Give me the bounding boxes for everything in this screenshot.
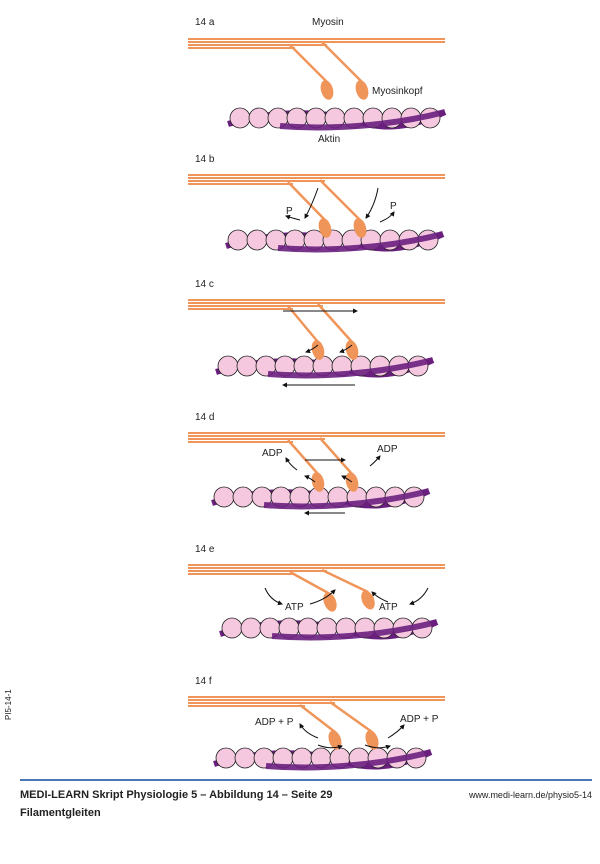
actin-strand: [263, 488, 430, 510]
panel-label: 14 a: [195, 17, 215, 28]
actin-bead: [248, 107, 270, 129]
motion-arrow: [304, 475, 316, 483]
myosin-arm: [299, 704, 336, 733]
panel-label: 14 e: [195, 544, 215, 555]
panel-label: 14 d: [195, 412, 214, 423]
phosphate-label: P: [390, 201, 397, 212]
actin-bead: [227, 229, 249, 251]
actin-bead: [236, 355, 258, 377]
actin-bead: [221, 617, 243, 639]
myosin-arm: [321, 568, 369, 594]
actin-bead: [213, 486, 235, 508]
motion-arrow: [364, 744, 391, 750]
actin-bead: [232, 486, 254, 508]
actin-strand: [265, 749, 432, 771]
motion-arrow: [365, 187, 379, 219]
motion-arrow: [299, 723, 319, 739]
motion-arrow: [371, 591, 389, 603]
motion-arrow: [304, 187, 319, 219]
motion-arrow: [409, 587, 429, 606]
myosin-head: [328, 730, 342, 750]
myosin-arm: [317, 303, 353, 343]
adp-p-label: ADP + P: [255, 717, 294, 728]
actin-bead: [246, 229, 268, 251]
panel-label: 14 c: [195, 279, 214, 290]
myosin-head: [355, 80, 369, 100]
footer-rule: [20, 779, 592, 781]
motion-arrow: [369, 455, 381, 467]
motion-arrow: [285, 457, 298, 471]
footer-title: MEDI-LEARN Skript Physiologie 5 – Abbild…: [20, 789, 333, 801]
atp-label: ATP: [285, 602, 304, 613]
panel-label: 14 b: [195, 154, 215, 165]
adp-p-label: ADP + P: [400, 714, 439, 725]
footer-url[interactable]: www.medi-learn.de/physio5-14: [468, 790, 592, 800]
myosin-arm: [289, 44, 328, 83]
actin-bead: [229, 107, 251, 129]
atp-label: ATP: [379, 602, 398, 613]
myosin-arm: [287, 439, 319, 475]
myosin-head: [320, 80, 334, 100]
motion-arrow: [387, 724, 405, 739]
actin-strand: [271, 619, 438, 641]
actin-bead: [234, 747, 256, 769]
motion-arrow: [264, 587, 283, 606]
myosin-head: [353, 218, 367, 238]
myosin-arm: [319, 437, 353, 475]
motion-arrow: [305, 344, 319, 354]
adp-label: ADP: [262, 448, 283, 459]
myosin-head: [361, 590, 375, 610]
myosin-label: Myosin: [312, 17, 344, 28]
actin-label: Aktin: [318, 134, 340, 145]
myosin-arm: [287, 305, 319, 343]
motion-arrow: [341, 475, 353, 483]
motion-arrow: [285, 214, 301, 221]
actin-bead: [240, 617, 262, 639]
panel-label: 14 f: [195, 676, 212, 687]
motion-arrow: [339, 344, 353, 354]
actin-strand: [277, 231, 444, 253]
motion-arrow: [379, 211, 395, 223]
actin-bead: [215, 747, 237, 769]
adp-label: ADP: [377, 444, 398, 455]
myosin-head: [365, 730, 379, 750]
actin-strand: [279, 109, 446, 131]
myosin-arm: [289, 570, 331, 596]
myosin-arm: [319, 179, 361, 221]
side-code: PI5-14-1: [4, 689, 13, 720]
actin-strand: [267, 357, 434, 379]
phosphate-label: P: [286, 206, 293, 217]
myosin-head: [311, 340, 325, 360]
motion-arrow: [309, 589, 336, 605]
myosin-head: [318, 218, 332, 238]
myosin-arm: [287, 181, 326, 221]
motion-arrow: [317, 744, 343, 750]
myosin-head: [311, 472, 325, 492]
actin-bead: [217, 355, 239, 377]
myosin-head: [345, 340, 359, 360]
myosin-arm: [329, 700, 373, 734]
myosin-head-label: Myosinkopf: [372, 86, 423, 97]
figure-caption: Filamentgleiten: [20, 807, 101, 819]
myosin-arm: [321, 41, 363, 83]
